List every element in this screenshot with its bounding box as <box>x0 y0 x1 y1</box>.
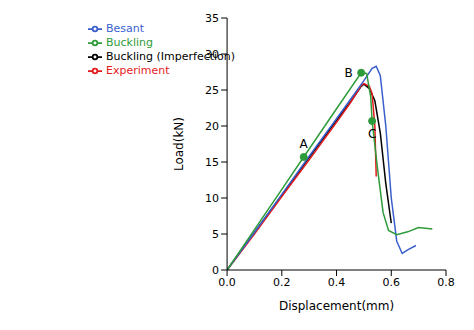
svg-text:A: A <box>300 137 309 151</box>
svg-text:C: C <box>368 127 376 141</box>
svg-text:35: 35 <box>205 12 219 25</box>
svg-text:10: 10 <box>205 192 219 205</box>
svg-text:0: 0 <box>212 264 219 277</box>
svg-text:5: 5 <box>212 228 219 241</box>
svg-text:0.6: 0.6 <box>383 276 401 289</box>
svg-text:25: 25 <box>205 84 219 97</box>
svg-text:B: B <box>344 66 352 80</box>
svg-text:Load(kN): Load(kN) <box>172 117 186 171</box>
svg-text:30: 30 <box>205 48 219 61</box>
svg-text:15: 15 <box>205 156 219 169</box>
svg-text:Displacement(mm): Displacement(mm) <box>279 299 394 313</box>
svg-text:20: 20 <box>205 120 219 133</box>
svg-text:0.4: 0.4 <box>328 276 346 289</box>
svg-text:0.2: 0.2 <box>273 276 291 289</box>
svg-text:0.8: 0.8 <box>437 276 455 289</box>
svg-text:0.0: 0.0 <box>218 276 236 289</box>
